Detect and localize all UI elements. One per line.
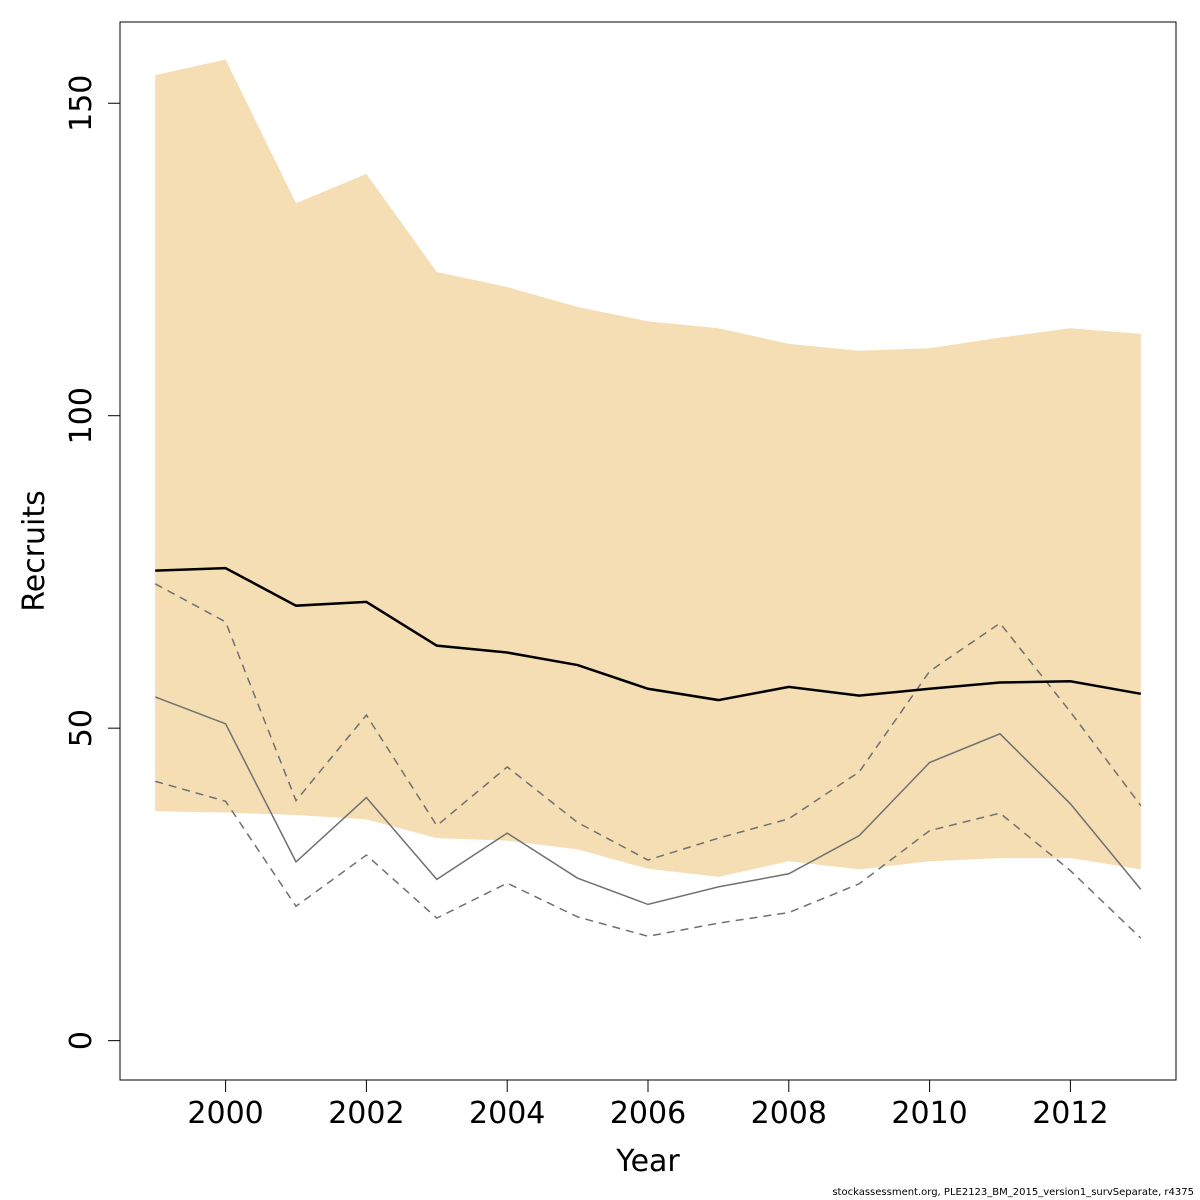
- x-tick-label: 2010: [891, 1096, 967, 1131]
- series-line-3: [154, 780, 1142, 939]
- y-tick-label: 150: [64, 75, 99, 132]
- confidence-band: [155, 59, 1141, 877]
- y-axis-title: Recruits: [17, 490, 52, 612]
- y-tick-label: 100: [64, 387, 99, 444]
- confidence-band-layer: [155, 59, 1141, 877]
- x-tick-label: 2006: [610, 1096, 686, 1131]
- x-axis-title: Year: [615, 1144, 680, 1179]
- series-line-0: [155, 566, 1142, 702]
- y-tick-label: 0: [64, 1031, 99, 1050]
- x-axis: 2000 2002 2004 2006 2008 2010 2012: [187, 1079, 1109, 1131]
- x-tick-label: 2004: [469, 1096, 545, 1131]
- x-tick-label: 2002: [328, 1096, 404, 1131]
- x-tick-label: 2000: [187, 1096, 263, 1131]
- series-line-1: [154, 696, 1142, 906]
- series-line-2: [154, 583, 1142, 861]
- x-tick-label: 2012: [1032, 1096, 1108, 1131]
- series-lines-layer: [154, 566, 1142, 939]
- x-tick-label: 2008: [751, 1096, 827, 1131]
- footnote: stockassessment.org, PLE2123_BM_2015_ver…: [832, 1187, 1194, 1198]
- y-axis: 0 50 100 150: [64, 75, 121, 1050]
- y-tick-label: 50: [64, 709, 99, 747]
